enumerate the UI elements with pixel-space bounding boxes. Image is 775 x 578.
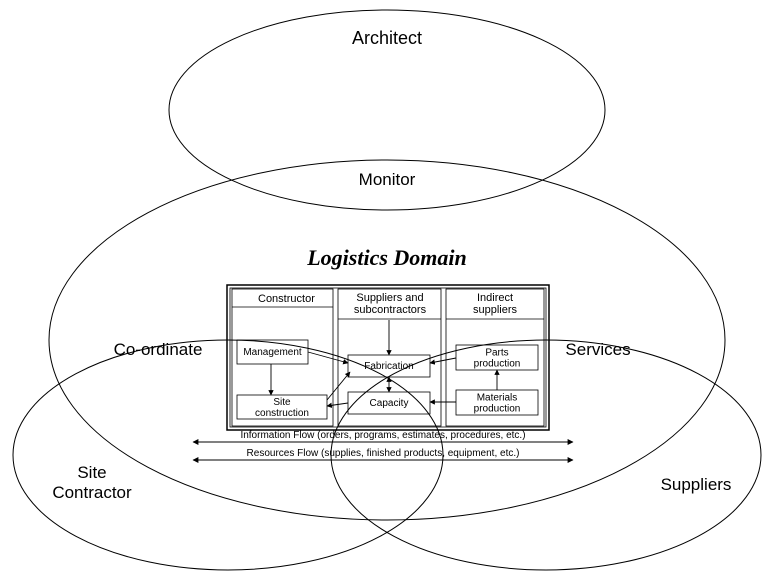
box-capacity-label: Capacity <box>370 398 409 409</box>
label-title: Logistics Domain <box>306 245 467 270</box>
res-flow-label: Resources Flow (supplies, finished produ… <box>247 448 520 459</box>
label-services: Services <box>565 340 630 359</box>
label-suppliers: Suppliers <box>661 475 732 494</box>
box-management-label: Management <box>243 347 302 358</box>
arrow-site-to-fab <box>327 372 350 400</box>
column-constructor-label: Constructor <box>258 293 315 305</box>
box-materials-label2: production <box>474 404 521 415</box>
box-parts-label1: Parts <box>485 348 508 359</box>
box-siteconstr-label1: Site <box>273 397 291 408</box>
label-contractor: Contractor <box>52 483 132 502</box>
label-architect: Architect <box>352 28 422 48</box>
label-site: Site <box>77 463 106 482</box>
box-materials-label1: Materials <box>477 393 518 404</box>
column-indirect-label1: Indirect <box>477 292 513 304</box>
column-indirect-label2: suppliers <box>473 304 518 316</box>
column-supsub-label2: subcontractors <box>354 304 427 316</box>
arrow-cap-to-site <box>327 403 348 406</box>
label-coordinate: Co-ordinate <box>114 340 203 359</box>
info-flow-label: Information Flow (orders, programs, esti… <box>240 430 525 441</box>
label-monitor: Monitor <box>359 170 416 189</box>
box-parts-label2: production <box>474 359 521 370</box>
box-siteconstr-label2: construction <box>255 408 309 419</box>
box-fabrication-label: Fabrication <box>364 361 413 372</box>
arrow-parts-to-fab <box>430 358 456 363</box>
column-supsub-label1: Suppliers and <box>356 292 423 304</box>
